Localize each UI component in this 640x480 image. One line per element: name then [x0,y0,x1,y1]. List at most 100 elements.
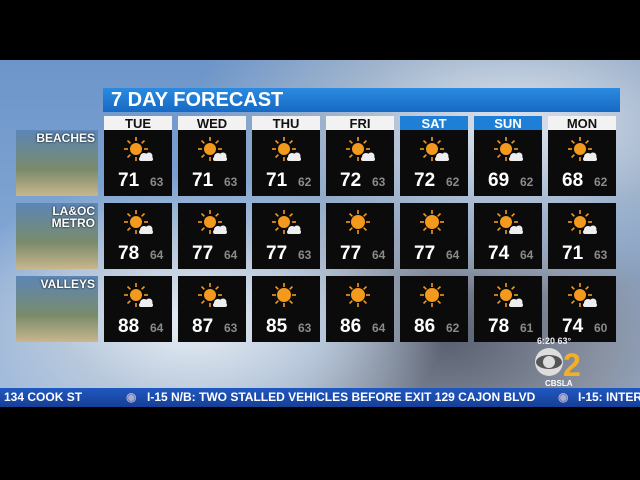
low-temp: 64 [224,248,238,262]
partly-sunny-icon [492,209,526,239]
low-temp: 64 [520,248,534,262]
high-temp: 78 [488,316,510,337]
high-temp: 77 [266,243,288,264]
day-column: SAT [400,116,468,131]
sunny-icon [344,209,378,239]
forecast-cell: 68 62 [548,130,616,196]
svg-text:CBSLA: CBSLA [545,379,573,387]
svg-text:2: 2 [563,347,581,383]
day-column: WED [178,116,246,131]
forecast-cell: 71 62 [252,130,320,196]
day-header: WED [178,116,246,131]
low-temp: 63 [594,248,608,262]
low-temp: 64 [150,248,164,262]
partly-sunny-icon [492,136,526,166]
sunny-icon [344,282,378,312]
sunny-icon [418,209,452,239]
time-temp: 6:20 63° [537,336,571,346]
high-temp: 86 [414,316,436,337]
forecast-cell: 78 64 [104,203,172,269]
low-temp: 62 [446,175,460,189]
forecast-cell: 77 63 [252,203,320,269]
high-temp: 72 [340,170,362,191]
low-temp: 60 [594,321,608,335]
day-header: SUN [474,116,542,131]
low-temp: 64 [446,248,460,262]
partly-sunny-icon [122,282,156,312]
high-temp: 87 [192,316,214,337]
partly-sunny-icon [492,282,526,312]
partly-sunny-icon [344,136,378,166]
forecast-cell: 72 63 [326,130,394,196]
forecast-cell: 78 61 [474,276,542,342]
temp: 63° [557,336,572,346]
region-label: LA&OC METRO [51,204,95,230]
forecast-cell: 71 63 [104,130,172,196]
high-temp: 88 [118,316,140,337]
region-panel: VALLEYS [16,276,98,342]
partly-sunny-icon [566,209,600,239]
forecast-cell: 69 62 [474,130,542,196]
forecast-cell: 88 64 [104,276,172,342]
high-temp: 71 [192,170,214,191]
low-temp: 62 [298,175,312,189]
low-temp: 64 [372,321,386,335]
high-temp: 74 [488,243,510,264]
partly-sunny-icon [566,136,600,166]
day-header: TUE [104,116,172,131]
cbs2-logo: 2 CBSLA [533,345,593,388]
low-temp: 64 [372,248,386,262]
high-temp: 78 [118,243,140,264]
low-temp: 62 [594,175,608,189]
sunny-icon [418,282,452,312]
high-temp: 72 [414,170,436,191]
partly-sunny-icon [418,136,452,166]
ticker-item: I-15: INTER [578,390,640,404]
forecast-cell: 74 64 [474,203,542,269]
partly-sunny-icon [270,209,304,239]
forecast-cell: 87 63 [178,276,246,342]
high-temp: 77 [340,243,362,264]
high-temp: 69 [488,170,510,191]
partly-sunny-icon [196,209,230,239]
news-ticker: 134 COOK ST ◉ I-15 N/B: TWO STALLED VEHI… [0,388,640,407]
forecast-cell: 77 64 [178,203,246,269]
forecast-cell: 71 63 [178,130,246,196]
day-header: THU [252,116,320,131]
high-temp: 77 [414,243,436,264]
cbs-eye-icon: ◉ [558,390,569,404]
low-temp: 62 [520,175,534,189]
low-temp: 63 [298,248,312,262]
low-temp: 63 [298,321,312,335]
high-temp: 68 [562,170,584,191]
forecast-cell: 86 62 [400,276,468,342]
day-column: MON [548,116,616,131]
region-panel: LA&OC METRO [16,203,98,269]
partly-sunny-icon [196,136,230,166]
low-temp: 64 [150,321,164,335]
low-temp: 61 [520,321,534,335]
time: 6:20 [537,336,556,346]
low-temp: 63 [224,321,238,335]
low-temp: 62 [446,321,460,335]
day-column: FRI [326,116,394,131]
high-temp: 71 [562,243,584,264]
high-temp: 71 [266,170,288,191]
region-label: VALLEYS [40,277,95,291]
ticker-item: 134 COOK ST [4,390,83,404]
region-label: BEACHES [36,131,95,145]
forecast-cell: 74 60 [548,276,616,342]
day-header: FRI [326,116,394,131]
partly-sunny-icon [122,209,156,239]
partly-sunny-icon [122,136,156,166]
forecast-cell: 77 64 [400,203,468,269]
ticker-item: I-15 N/B: TWO STALLED VEHICLES BEFORE EX… [147,390,536,404]
forecast-cell: 72 62 [400,130,468,196]
partly-sunny-icon [196,282,230,312]
low-temp: 63 [150,175,164,189]
forecast-cell: 77 64 [326,203,394,269]
cbs-eye-icon: ◉ [126,390,137,404]
high-temp: 77 [192,243,214,264]
day-column: TUE [104,116,172,131]
forecast-cell: 71 63 [548,203,616,269]
